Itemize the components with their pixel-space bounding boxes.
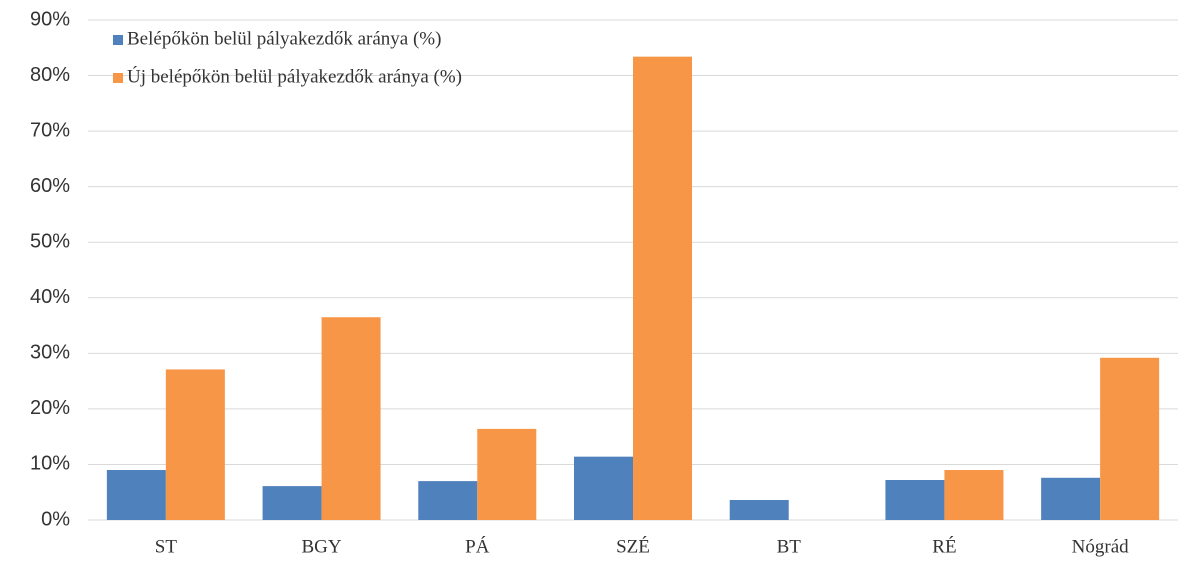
bar: [633, 56, 692, 521]
y-tick-label: 0%: [41, 508, 70, 530]
bar: [944, 470, 1004, 520]
bar: [1041, 477, 1101, 520]
bar: [262, 486, 322, 520]
bar: [477, 428, 537, 520]
y-tick-label: 20%: [30, 397, 70, 419]
y-tick-label: 40%: [30, 286, 70, 308]
bar: [321, 317, 381, 520]
y-tick-label: 50%: [30, 231, 70, 253]
x-tick-label: SZÉ: [616, 535, 650, 557]
x-tick-label: RÉ: [932, 535, 956, 557]
bar: [574, 456, 633, 520]
bar: [165, 369, 225, 520]
legend-swatch: [113, 35, 123, 45]
y-tick-label: 80%: [30, 64, 70, 86]
y-tick-label: 90%: [30, 8, 70, 30]
y-tick-label: 60%: [30, 175, 70, 197]
bar: [1100, 357, 1160, 520]
y-tick-label: 10%: [30, 453, 70, 475]
bar: [106, 470, 166, 520]
legend-label: Belépőkön belül pályakezdők aránya (%): [127, 28, 441, 49]
y-tick-label: 70%: [30, 119, 70, 141]
bar: [729, 500, 789, 520]
bar: [885, 480, 945, 520]
legend-swatch: [113, 73, 123, 83]
legend-label: Új belépőkön belül pályakezdők aránya (%…: [127, 65, 462, 87]
x-tick-label: Nógrád: [1072, 536, 1129, 557]
x-tick-label: BGY: [302, 536, 342, 557]
y-tick-label: 30%: [30, 342, 70, 364]
bar: [418, 481, 478, 520]
x-tick-label: BT: [777, 536, 802, 557]
x-tick-label: ST: [155, 536, 178, 557]
x-tick-label: PÁ: [465, 535, 490, 557]
